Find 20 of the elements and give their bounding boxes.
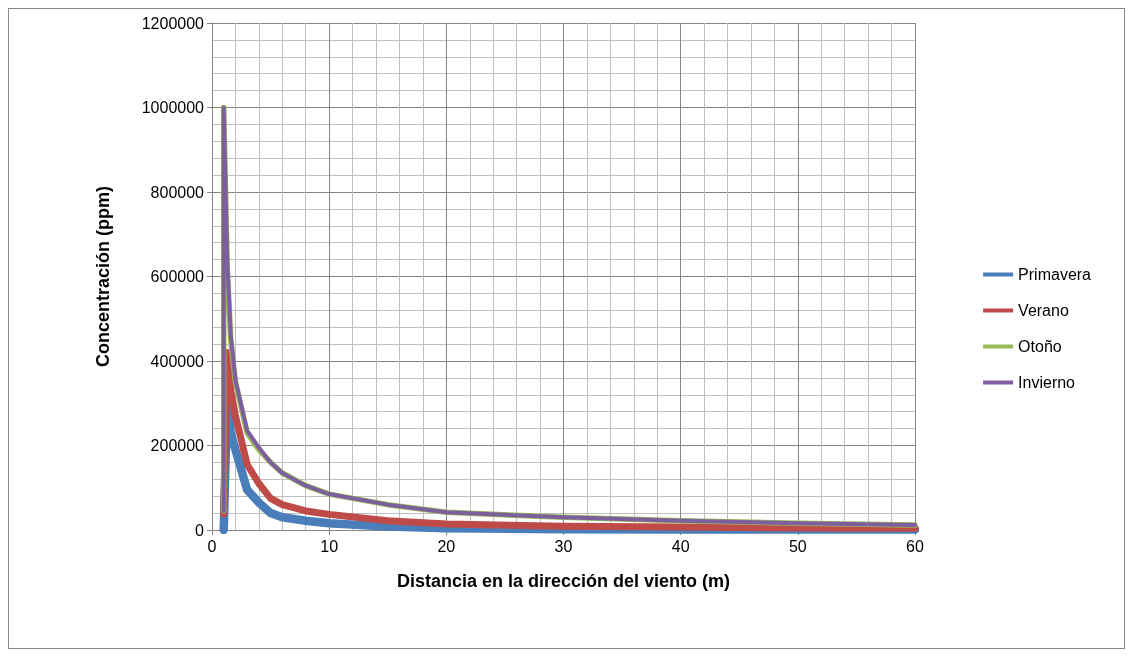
x-tick-label: 20 xyxy=(437,537,456,555)
x-tick-label: 10 xyxy=(320,537,339,555)
y-tick-label: 400000 xyxy=(150,352,205,370)
y-tick-label: 1000000 xyxy=(141,99,205,116)
x-tick-label: 60 xyxy=(906,537,924,555)
y-tick-label: 0 xyxy=(195,521,205,539)
y-tick-label: 600000 xyxy=(150,268,205,285)
legend-label: Invierno xyxy=(1018,374,1076,391)
legend-label: Otoño xyxy=(1018,338,1062,355)
legend-label: Primavera xyxy=(1018,266,1092,283)
x-tick-label: 50 xyxy=(788,537,807,555)
legend-label: Verano xyxy=(1018,302,1069,319)
x-tick-label: 30 xyxy=(554,537,573,555)
y-axis-title: Concentración (ppm) xyxy=(93,185,113,368)
y-tick-label: 800000 xyxy=(150,183,205,201)
y-tick-label: 1200000 xyxy=(141,14,205,32)
x-tick-label: 40 xyxy=(671,537,690,555)
x-axis-title: Distancia en la dirección del viento (m) xyxy=(396,571,731,591)
y-tick-label: 200000 xyxy=(150,437,205,454)
x-tick-label: 0 xyxy=(207,537,217,555)
